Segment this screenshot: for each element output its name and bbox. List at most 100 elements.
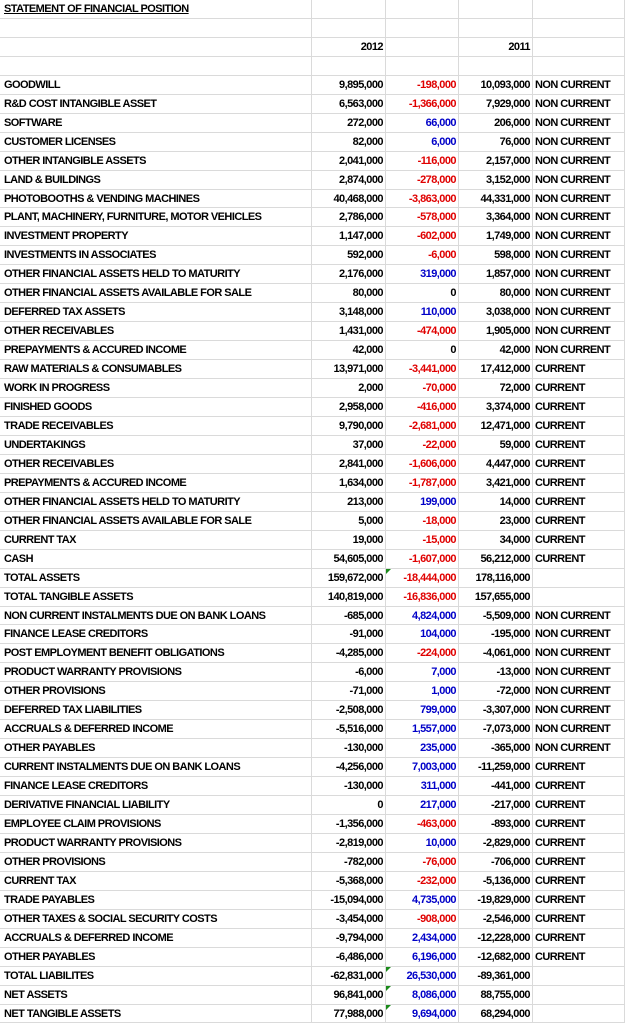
row-label[interactable]: INVESTMENT PROPERTY [0, 227, 312, 247]
empty-cell[interactable] [533, 56, 625, 76]
classification[interactable]: NON CURRENT [533, 303, 625, 323]
empty-cell[interactable] [0, 37, 312, 57]
empty-cell[interactable] [386, 18, 459, 38]
value-2012[interactable]: 6,563,000 [312, 94, 386, 114]
row-label[interactable]: OTHER PAYABLES [0, 739, 312, 759]
value-2011[interactable]: 1,905,000 [459, 322, 533, 342]
row-label[interactable]: DEFERRED TAX ASSETS [0, 303, 312, 323]
row-label[interactable]: OTHER PAYABLES [0, 947, 312, 967]
value-2012[interactable]: -685,000 [312, 606, 386, 626]
row-label[interactable]: NON CURRENT INSTALMENTS DUE ON BANK LOAN… [0, 606, 312, 626]
value-2011[interactable]: 157,655,000 [459, 587, 533, 607]
value-2011[interactable]: 34,000 [459, 530, 533, 550]
value-2011[interactable]: 3,421,000 [459, 473, 533, 493]
classification[interactable]: CURRENT [533, 379, 625, 399]
change-value[interactable]: -22,000 [386, 435, 459, 455]
row-label[interactable]: TOTAL TANGIBLE ASSETS [0, 587, 312, 607]
value-2012[interactable]: -4,285,000 [312, 644, 386, 664]
classification[interactable] [533, 568, 625, 588]
value-2012[interactable]: -130,000 [312, 777, 386, 797]
value-2011[interactable]: 17,412,000 [459, 360, 533, 380]
row-label[interactable]: PREPAYMENTS & ACCURED INCOME [0, 341, 312, 361]
empty-cell[interactable] [459, 0, 533, 19]
row-label[interactable]: PRODUCT WARRANTY PROVISIONS [0, 663, 312, 683]
change-value[interactable]: -70,000 [386, 379, 459, 399]
row-label[interactable]: TRADE RECEIVABLES [0, 416, 312, 436]
classification[interactable]: CURRENT [533, 454, 625, 474]
classification[interactable]: CURRENT [533, 928, 625, 948]
value-2012[interactable]: 77,988,000 [312, 1004, 386, 1024]
change-value[interactable]: 6,196,000 [386, 947, 459, 967]
value-2012[interactable]: -6,486,000 [312, 947, 386, 967]
classification[interactable]: CURRENT [533, 796, 625, 815]
classification[interactable]: CURRENT [533, 549, 625, 569]
value-2012[interactable]: 9,895,000 [312, 75, 386, 95]
value-2012[interactable]: 5,000 [312, 511, 386, 531]
header-2012[interactable]: 2012 [312, 37, 386, 57]
classification[interactable]: NON CURRENT [533, 246, 625, 266]
change-value[interactable]: -463,000 [386, 814, 459, 834]
change-value[interactable]: -15,000 [386, 530, 459, 550]
change-value[interactable]: 4,735,000 [386, 890, 459, 910]
value-2012[interactable]: -130,000 [312, 739, 386, 759]
classification[interactable]: CURRENT [533, 511, 625, 531]
row-label[interactable]: OTHER TAXES & SOCIAL SECURITY COSTS [0, 909, 312, 929]
classification[interactable]: NON CURRENT [533, 75, 625, 95]
value-2012[interactable]: 13,971,000 [312, 360, 386, 380]
classification[interactable]: CURRENT [533, 758, 625, 778]
classification[interactable] [533, 985, 625, 1005]
classification[interactable]: CURRENT [533, 530, 625, 550]
empty-cell[interactable] [0, 18, 312, 38]
value-2012[interactable]: 3,148,000 [312, 303, 386, 323]
value-2011[interactable]: 42,000 [459, 341, 533, 361]
change-value[interactable]: 26,530,000 [386, 966, 459, 986]
empty-cell[interactable] [312, 56, 386, 76]
empty-cell[interactable] [312, 0, 386, 19]
change-value[interactable]: 6,000 [386, 132, 459, 152]
empty-cell[interactable] [312, 18, 386, 38]
row-label[interactable]: CURRENT TAX [0, 871, 312, 891]
value-2012[interactable]: 2,786,000 [312, 208, 386, 228]
empty-cell[interactable] [533, 0, 625, 19]
value-2011[interactable]: -5,136,000 [459, 871, 533, 891]
value-2011[interactable]: 76,000 [459, 132, 533, 152]
change-value[interactable]: 8,086,000 [386, 985, 459, 1005]
value-2012[interactable]: 2,041,000 [312, 151, 386, 171]
value-2011[interactable]: 2,157,000 [459, 151, 533, 171]
change-value[interactable]: 0 [386, 341, 459, 361]
value-2011[interactable]: 1,749,000 [459, 227, 533, 247]
row-label[interactable]: OTHER FINANCIAL ASSETS HELD TO MATURITY [0, 265, 312, 285]
classification[interactable]: CURRENT [533, 814, 625, 834]
row-label[interactable]: FINANCE LEASE CREDITORS [0, 777, 312, 797]
value-2011[interactable]: 68,294,000 [459, 1004, 533, 1024]
classification[interactable]: CURRENT [533, 398, 625, 417]
row-label[interactable]: WORK IN PROGRESS [0, 379, 312, 399]
change-value[interactable]: -18,444,000 [386, 568, 459, 588]
value-2012[interactable]: 37,000 [312, 435, 386, 455]
value-2012[interactable]: 140,819,000 [312, 587, 386, 607]
value-2012[interactable]: 42,000 [312, 341, 386, 361]
classification[interactable]: NON CURRENT [533, 208, 625, 228]
change-value[interactable]: -1,366,000 [386, 94, 459, 114]
value-2012[interactable]: -91,000 [312, 625, 386, 645]
row-label[interactable]: R&D COST INTANGIBLE ASSET [0, 94, 312, 114]
value-2012[interactable]: 80,000 [312, 284, 386, 304]
value-2011[interactable]: 72,000 [459, 379, 533, 399]
change-value[interactable]: 10,000 [386, 833, 459, 853]
classification[interactable]: CURRENT [533, 473, 625, 493]
change-value[interactable]: -18,000 [386, 511, 459, 531]
value-2011[interactable]: 3,374,000 [459, 398, 533, 417]
value-2011[interactable]: 23,000 [459, 511, 533, 531]
change-value[interactable]: 1,000 [386, 682, 459, 702]
change-value[interactable]: 0 [386, 284, 459, 304]
row-label[interactable]: FINISHED GOODS [0, 398, 312, 417]
value-2012[interactable]: 82,000 [312, 132, 386, 152]
value-2011[interactable]: -706,000 [459, 852, 533, 872]
classification[interactable]: NON CURRENT [533, 663, 625, 683]
value-2012[interactable]: 40,468,000 [312, 189, 386, 209]
row-label[interactable]: NET TANGIBLE ASSETS [0, 1004, 312, 1024]
empty-cell[interactable] [386, 0, 459, 19]
row-label[interactable]: PRODUCT WARRANTY PROVISIONS [0, 833, 312, 853]
change-value[interactable]: 799,000 [386, 701, 459, 721]
empty-cell[interactable] [459, 18, 533, 38]
